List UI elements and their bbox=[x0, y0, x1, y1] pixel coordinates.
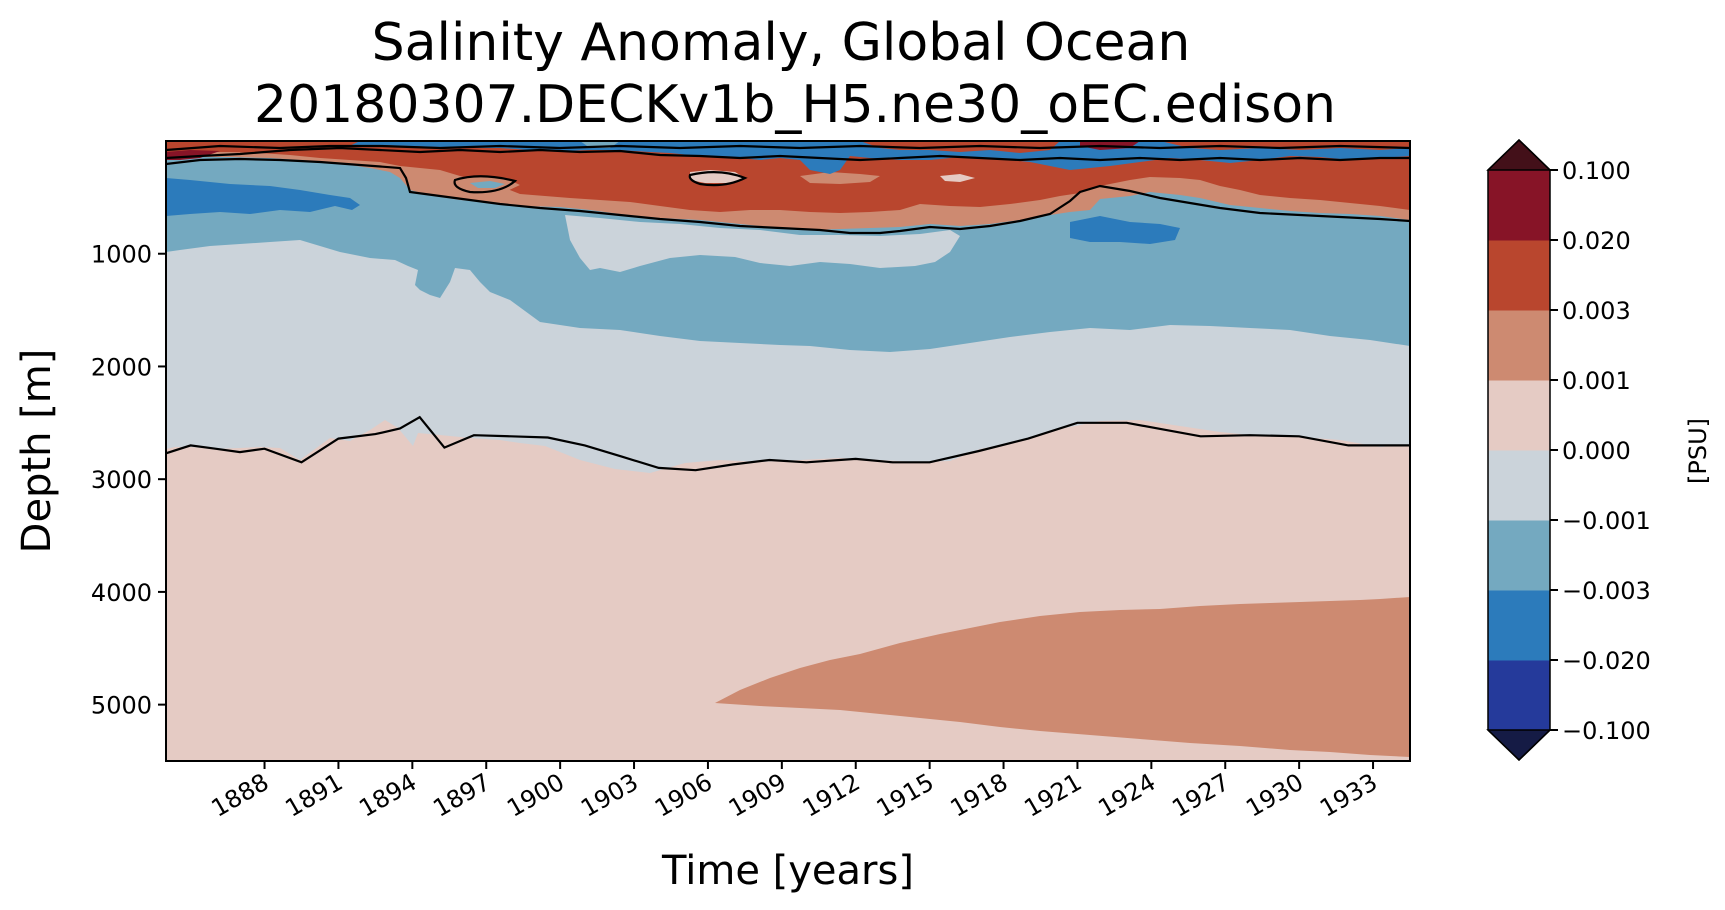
region-shallow-blue-right bbox=[1070, 216, 1180, 244]
colorbar-segment bbox=[1488, 520, 1550, 591]
colorbar-tick-label: 0.020 bbox=[1562, 227, 1631, 255]
region-upper-patch-2 bbox=[470, 181, 505, 188]
x-tick-label: 1924 bbox=[1093, 768, 1160, 823]
zero-contour-surface bbox=[166, 146, 1410, 162]
contour-fields bbox=[166, 141, 1410, 761]
colorbar-tick-label: −0.100 bbox=[1562, 717, 1651, 745]
x-tick-label: 1897 bbox=[428, 768, 495, 823]
x-tick-label: 1927 bbox=[1167, 768, 1234, 823]
colorbar-tick-label: −0.001 bbox=[1562, 507, 1651, 535]
colorbar-segment bbox=[1488, 310, 1550, 381]
plot-frame bbox=[165, 140, 1411, 762]
colorbar-segment bbox=[1488, 380, 1550, 451]
colorbar-tick-label: 0.003 bbox=[1562, 297, 1631, 325]
y-tick-label: 2000 bbox=[91, 353, 152, 381]
x-axis-label: Time [years] bbox=[661, 848, 914, 894]
region-surface-light-2 bbox=[940, 174, 975, 182]
x-tick-label: 1909 bbox=[724, 768, 791, 823]
region-intermediate-light bbox=[565, 215, 960, 272]
y-tick-label: 4000 bbox=[91, 579, 152, 607]
x-tick-label: 1918 bbox=[946, 768, 1013, 823]
x-tick-label: 1921 bbox=[1020, 768, 1087, 823]
zero-contour-loop-2 bbox=[688, 171, 748, 187]
y-axis-label: Depth [m] bbox=[14, 349, 60, 554]
x-tick-label: 1888 bbox=[207, 768, 274, 823]
region-abyssal-positive bbox=[715, 597, 1410, 757]
colorbar-tick-label: −0.003 bbox=[1562, 577, 1651, 605]
zero-contours bbox=[166, 144, 1410, 472]
chart-title-line1: Salinity Anomaly, Global Ocean bbox=[372, 13, 1191, 73]
x-tick-label: 1891 bbox=[281, 768, 348, 823]
colorbar-segment bbox=[1488, 170, 1550, 241]
region-shallow-blue-left bbox=[166, 178, 360, 216]
colorbar-segment bbox=[1488, 450, 1550, 521]
colorbar-tick-label: 0.000 bbox=[1562, 437, 1631, 465]
colorbar-label: [PSU] bbox=[1684, 418, 1712, 484]
x-tick-label: 1915 bbox=[872, 768, 939, 823]
y-axis: 1000 2000 3000 4000 5000 bbox=[91, 241, 166, 720]
colorbar-extend-over bbox=[1486, 138, 1552, 171]
x-tick-label: 1900 bbox=[502, 768, 569, 823]
region-upper-patch-4 bbox=[800, 172, 880, 184]
colorbar-tick-label: 0.001 bbox=[1562, 367, 1631, 395]
colorbar-extend-under bbox=[1486, 729, 1552, 762]
y-tick-label: 3000 bbox=[91, 466, 152, 494]
colorbar-tick-label: 0.100 bbox=[1562, 157, 1631, 185]
colorbar-segment bbox=[1488, 590, 1550, 661]
zero-contour-upper bbox=[166, 157, 1410, 235]
colorbar-segment bbox=[1488, 660, 1550, 731]
colorbar-tick-label: −0.020 bbox=[1562, 647, 1651, 675]
chart-title-line2: 20180307.DECKv1b_H5.ne30_oEC.edison bbox=[254, 75, 1336, 135]
x-tick-label: 1933 bbox=[1315, 768, 1382, 823]
zero-contour-loop-1 bbox=[453, 175, 518, 194]
colorbar: −0.100 −0.020 −0.003 −0.001 0.000 0.001 0.003 0… bbox=[1486, 138, 1651, 762]
x-tick-label: 1912 bbox=[798, 768, 865, 823]
region-surface-red-3 bbox=[1160, 141, 1410, 150]
zero-contour-surface-2 bbox=[166, 144, 1410, 152]
x-tick-label: 1903 bbox=[576, 768, 643, 823]
x-tick-label: 1930 bbox=[1241, 768, 1308, 823]
zero-contour-deep bbox=[166, 415, 1410, 472]
colorbar-segment bbox=[1488, 240, 1550, 311]
x-tick-label: 1906 bbox=[650, 768, 717, 823]
y-tick-label: 5000 bbox=[91, 692, 152, 720]
x-tick-label: 1894 bbox=[354, 768, 421, 823]
y-tick-label: 1000 bbox=[91, 241, 152, 269]
plot-area bbox=[165, 140, 1411, 762]
x-axis: 1888 1891 1894 1897 1900 1903 1906 1909 1912 1915… bbox=[207, 761, 1382, 823]
